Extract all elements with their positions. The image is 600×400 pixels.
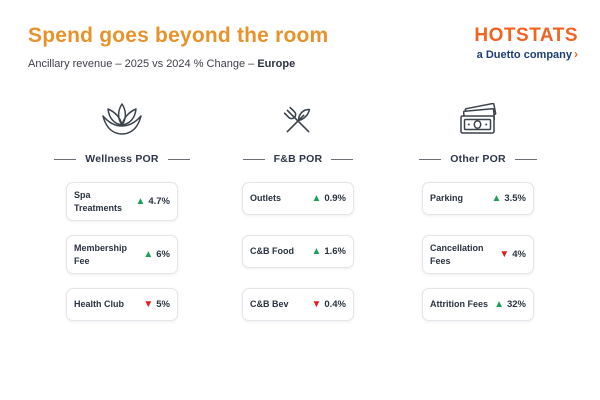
metric-card-health-club: Health Club ▼ 5% bbox=[66, 288, 178, 321]
trend-down-icon: ▼ bbox=[311, 298, 322, 310]
metric-card-cb-bev: C&B Bev ▼ 0.4% bbox=[242, 288, 354, 321]
logo-wordmark: HOTSTATS bbox=[474, 25, 578, 46]
trend-up-icon: ▲ bbox=[311, 192, 322, 204]
column-fb: F&B POR Outlets ▲ 0.9% C&B Food ▲ 1.6% C… bbox=[213, 96, 383, 341]
trend-up-icon: ▲ bbox=[143, 248, 154, 260]
column-header-wellness: Wellness POR bbox=[37, 153, 207, 165]
metric-value: ▼ 0.4% bbox=[311, 298, 346, 310]
column-label: Other POR bbox=[450, 153, 506, 165]
metric-label: Attrition Fees bbox=[430, 299, 489, 310]
metric-label: Spa Treatments bbox=[74, 190, 123, 213]
page-subtitle: Ancillary revenue – 2025 vs 2024 % Chang… bbox=[28, 58, 295, 70]
metric-value: ▲ 32% bbox=[494, 298, 526, 310]
hotstats-logo: HOTSTATS a Duetto company › bbox=[474, 26, 578, 61]
subtitle-text: Ancillary revenue – 2025 vs 2024 % Chang… bbox=[28, 58, 258, 70]
column-label: F&B POR bbox=[273, 153, 323, 165]
fork-knife-icon bbox=[213, 96, 383, 146]
page-title: Spend goes beyond the room bbox=[28, 24, 329, 47]
column-other: Other POR Parking ▲ 3.5% Cancellation Fe… bbox=[393, 96, 563, 341]
metric-label: C&B Food bbox=[250, 246, 294, 257]
metric-value: ▲ 1.6% bbox=[311, 245, 346, 257]
metric-card-outlets: Outlets ▲ 0.9% bbox=[242, 182, 354, 215]
metric-label: Cancellation Fees bbox=[430, 243, 484, 266]
metric-card-spa-treatments: Spa Treatments ▲ 4.7% bbox=[66, 182, 178, 222]
dash-divider bbox=[167, 158, 190, 160]
logo-tagline: a Duetto company › bbox=[476, 47, 578, 61]
dash-divider bbox=[514, 158, 537, 160]
dash-divider bbox=[54, 158, 77, 160]
metric-value: ▲ 3.5% bbox=[491, 192, 526, 204]
subtitle-region: Europe bbox=[257, 58, 296, 70]
metric-card-attrition-fees: Attrition Fees ▲ 32% bbox=[422, 288, 534, 321]
trend-up-icon: ▲ bbox=[494, 298, 504, 310]
chevron-right-icon: › bbox=[574, 47, 578, 61]
dash-divider bbox=[419, 158, 442, 160]
metric-value: ▼ 5% bbox=[143, 298, 170, 310]
trend-down-icon: ▼ bbox=[143, 298, 154, 310]
metric-value: ▲ 4.7% bbox=[135, 195, 170, 208]
metric-label: C&B Bev bbox=[250, 299, 289, 310]
metric-label: Parking bbox=[430, 193, 464, 204]
trend-up-icon: ▲ bbox=[311, 245, 322, 257]
column-header-other: Other POR bbox=[393, 153, 563, 165]
metric-card-cancellation-fees: Cancellation Fees ▼ 4% bbox=[422, 235, 534, 275]
metric-card-parking: Parking ▲ 3.5% bbox=[422, 182, 534, 215]
metric-value: ▲ 0.9% bbox=[311, 192, 346, 204]
lotus-icon bbox=[37, 96, 207, 146]
metric-card-cb-food: C&B Food ▲ 1.6% bbox=[242, 235, 354, 268]
metric-label: Membership Fee bbox=[74, 243, 128, 266]
column-wellness: Wellness POR Spa Treatments ▲ 4.7% Membe… bbox=[37, 96, 207, 341]
dash-divider bbox=[331, 158, 354, 160]
column-label: Wellness POR bbox=[85, 153, 159, 165]
trend-up-icon: ▲ bbox=[135, 195, 146, 207]
trend-down-icon: ▼ bbox=[499, 248, 510, 260]
dash-divider bbox=[242, 158, 265, 160]
metric-label: Outlets bbox=[250, 193, 282, 204]
trend-up-icon: ▲ bbox=[491, 192, 502, 204]
metric-value: ▼ 4% bbox=[499, 248, 526, 261]
metric-card-membership-fee: Membership Fee ▲ 6% bbox=[66, 235, 178, 275]
column-header-fb: F&B POR bbox=[213, 153, 383, 165]
metric-value: ▲ 6% bbox=[143, 248, 170, 261]
metric-label: Health Club bbox=[74, 299, 125, 310]
banknotes-icon bbox=[393, 96, 563, 146]
